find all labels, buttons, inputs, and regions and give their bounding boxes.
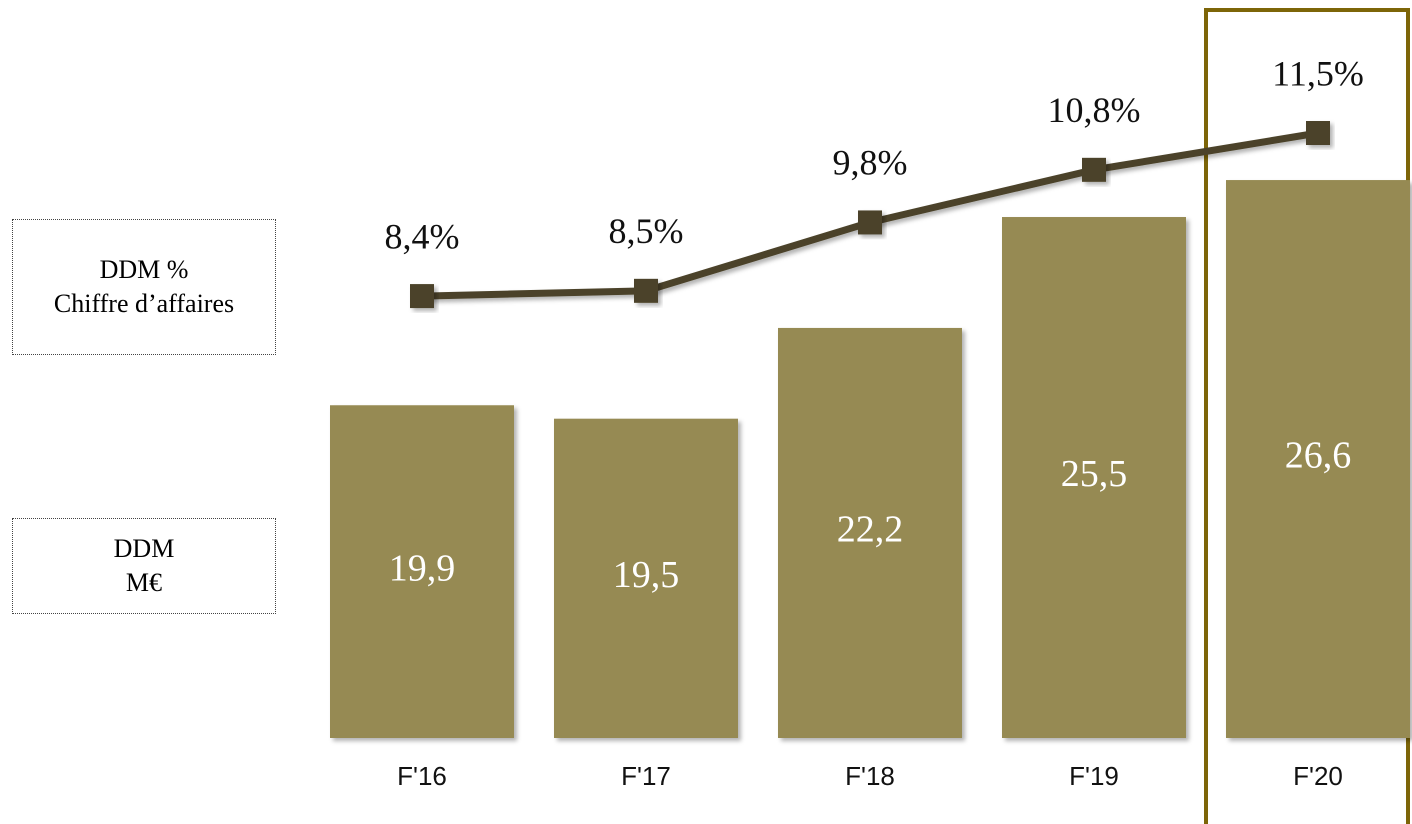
marker	[1306, 121, 1330, 145]
bar	[1226, 180, 1410, 739]
data-label: 10,8%	[1048, 90, 1141, 130]
data-label: 22,2	[837, 509, 904, 551]
x-tick-label: F'20	[1293, 761, 1343, 791]
marker	[1082, 157, 1106, 182]
data-label: 8,4%	[385, 216, 460, 256]
data-label: 19,9	[389, 547, 456, 589]
marker	[410, 284, 434, 309]
marker	[858, 210, 882, 235]
x-tick-label: F'19	[1069, 761, 1119, 791]
x-tick-label: F'16	[397, 761, 447, 791]
x-tick-label: F'17	[621, 761, 671, 791]
legend-entry: DDM % Chiffre d’affaires	[12, 219, 276, 355]
bar	[1002, 217, 1186, 738]
bar	[330, 405, 514, 738]
data-label: 11,5%	[1272, 53, 1364, 93]
bar	[778, 327, 962, 738]
data-label: 9,8%	[833, 143, 908, 183]
x-tick-label: F'18	[845, 761, 895, 791]
bar	[554, 418, 738, 738]
data-label: 19,5	[613, 554, 680, 596]
data-label: 26,6	[1285, 435, 1352, 477]
legend-entry: DDM M€	[12, 518, 276, 614]
data-label: 25,5	[1061, 453, 1128, 495]
data-label: 8,5%	[609, 211, 684, 251]
marker	[634, 278, 658, 303]
